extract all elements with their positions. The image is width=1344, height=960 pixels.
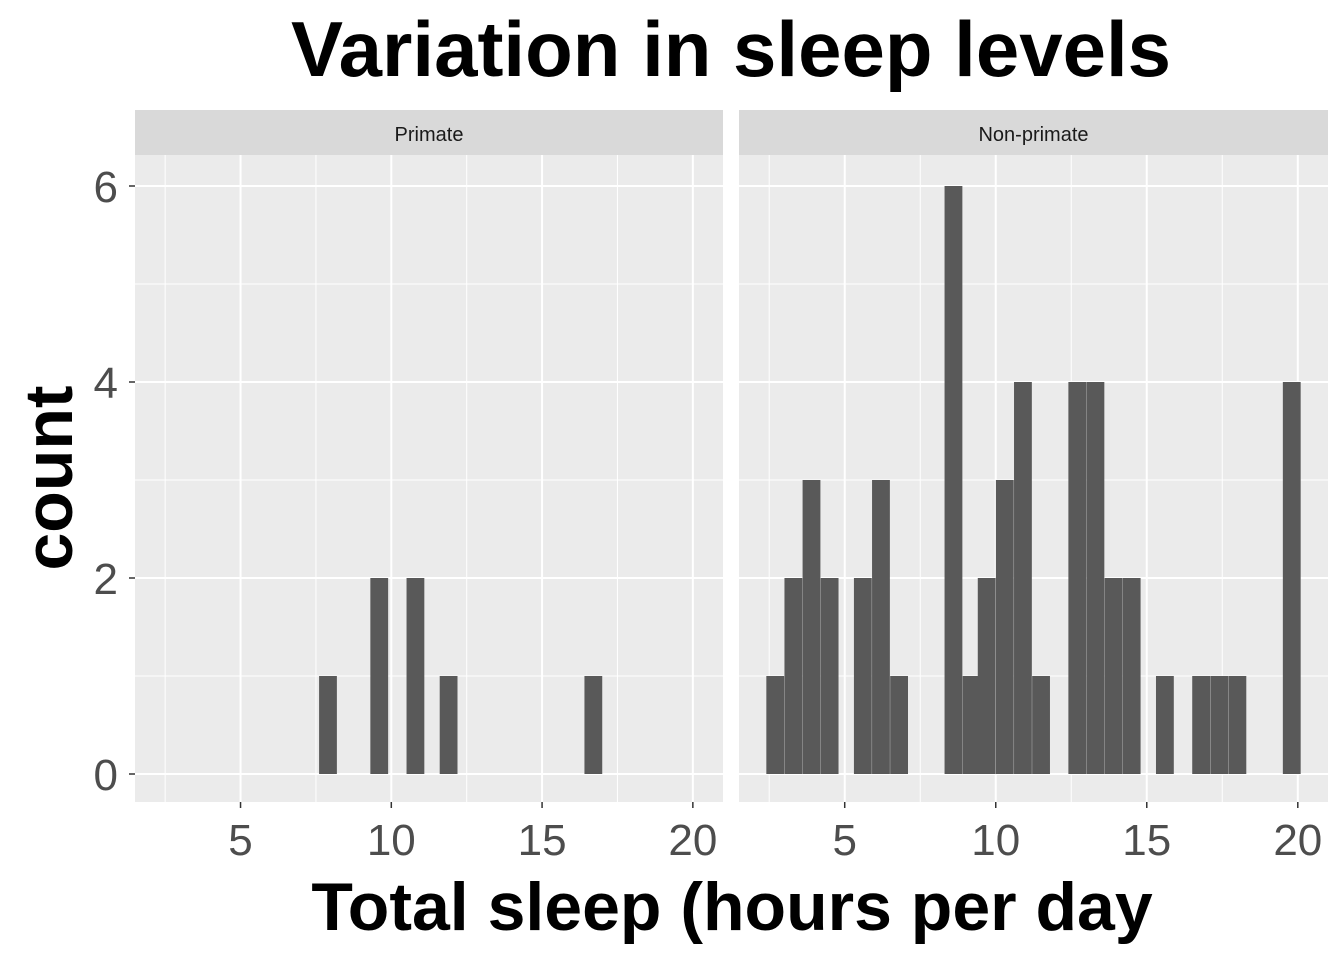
x-tick-label: 5 [228,816,252,865]
histogram-bar [1014,382,1032,774]
histogram-bar [977,578,996,774]
facet-panels: Primate 5 10 15 20 Non-primate 5 10 15 20 [135,110,1328,865]
histogram-bar [1282,382,1301,774]
x-tick-label: 15 [518,816,567,865]
y-axis: 0 2 4 6 [94,163,135,800]
histogram-bar [890,676,908,774]
y-tick-label: 2 [94,555,118,604]
histogram-bar [784,578,803,774]
facet-panel-1: Primate 5 10 15 20 [135,110,723,865]
histogram-bar [439,676,458,774]
histogram-bar [1086,382,1105,774]
histogram-bar [944,186,963,774]
facet-strip [739,110,1328,155]
histogram-bar [584,676,603,774]
histogram-bar [1032,676,1050,774]
panel-background [135,155,723,802]
x-tick-label: 20 [1273,816,1322,865]
y-tick-label: 6 [94,163,118,212]
histogram-bar [1192,676,1211,774]
histogram-bar [872,480,890,774]
y-tick-label: 4 [94,359,118,408]
y-tick-label: 0 [94,751,118,800]
histogram-bar [406,578,425,774]
facet-panel-2: Non-primate 5 10 15 20 [739,110,1328,865]
y-axis-title: count [11,385,87,570]
histogram-bar [962,676,981,774]
histogram-bar [319,676,337,774]
histogram-bar [370,578,389,774]
x-tick-label: 5 [832,816,856,865]
histogram-bar [1104,578,1123,774]
x-tick-label: 15 [1122,816,1171,865]
histogram-bar [995,480,1014,774]
facet-strip [135,110,723,155]
histogram-bar [820,578,839,774]
chart-title: Variation in sleep levels [291,5,1171,93]
x-tick-label: 10 [971,816,1020,865]
x-tick-label: 10 [367,816,416,865]
histogram-bar [1228,676,1247,774]
histogram-bar [1210,676,1229,774]
histogram-bar [766,676,785,774]
histogram-bar [1155,676,1174,774]
facet-strip-label: Non-primate [978,124,1088,146]
histogram-bar [1068,382,1087,774]
x-tick-label: 20 [668,816,717,865]
facet-strip-label: Primate [395,124,464,146]
histogram-bar [853,578,872,774]
x-axis-title: Total sleep (hours per day [311,869,1153,945]
histogram-bar [1122,578,1141,774]
histogram-bar [802,480,821,774]
